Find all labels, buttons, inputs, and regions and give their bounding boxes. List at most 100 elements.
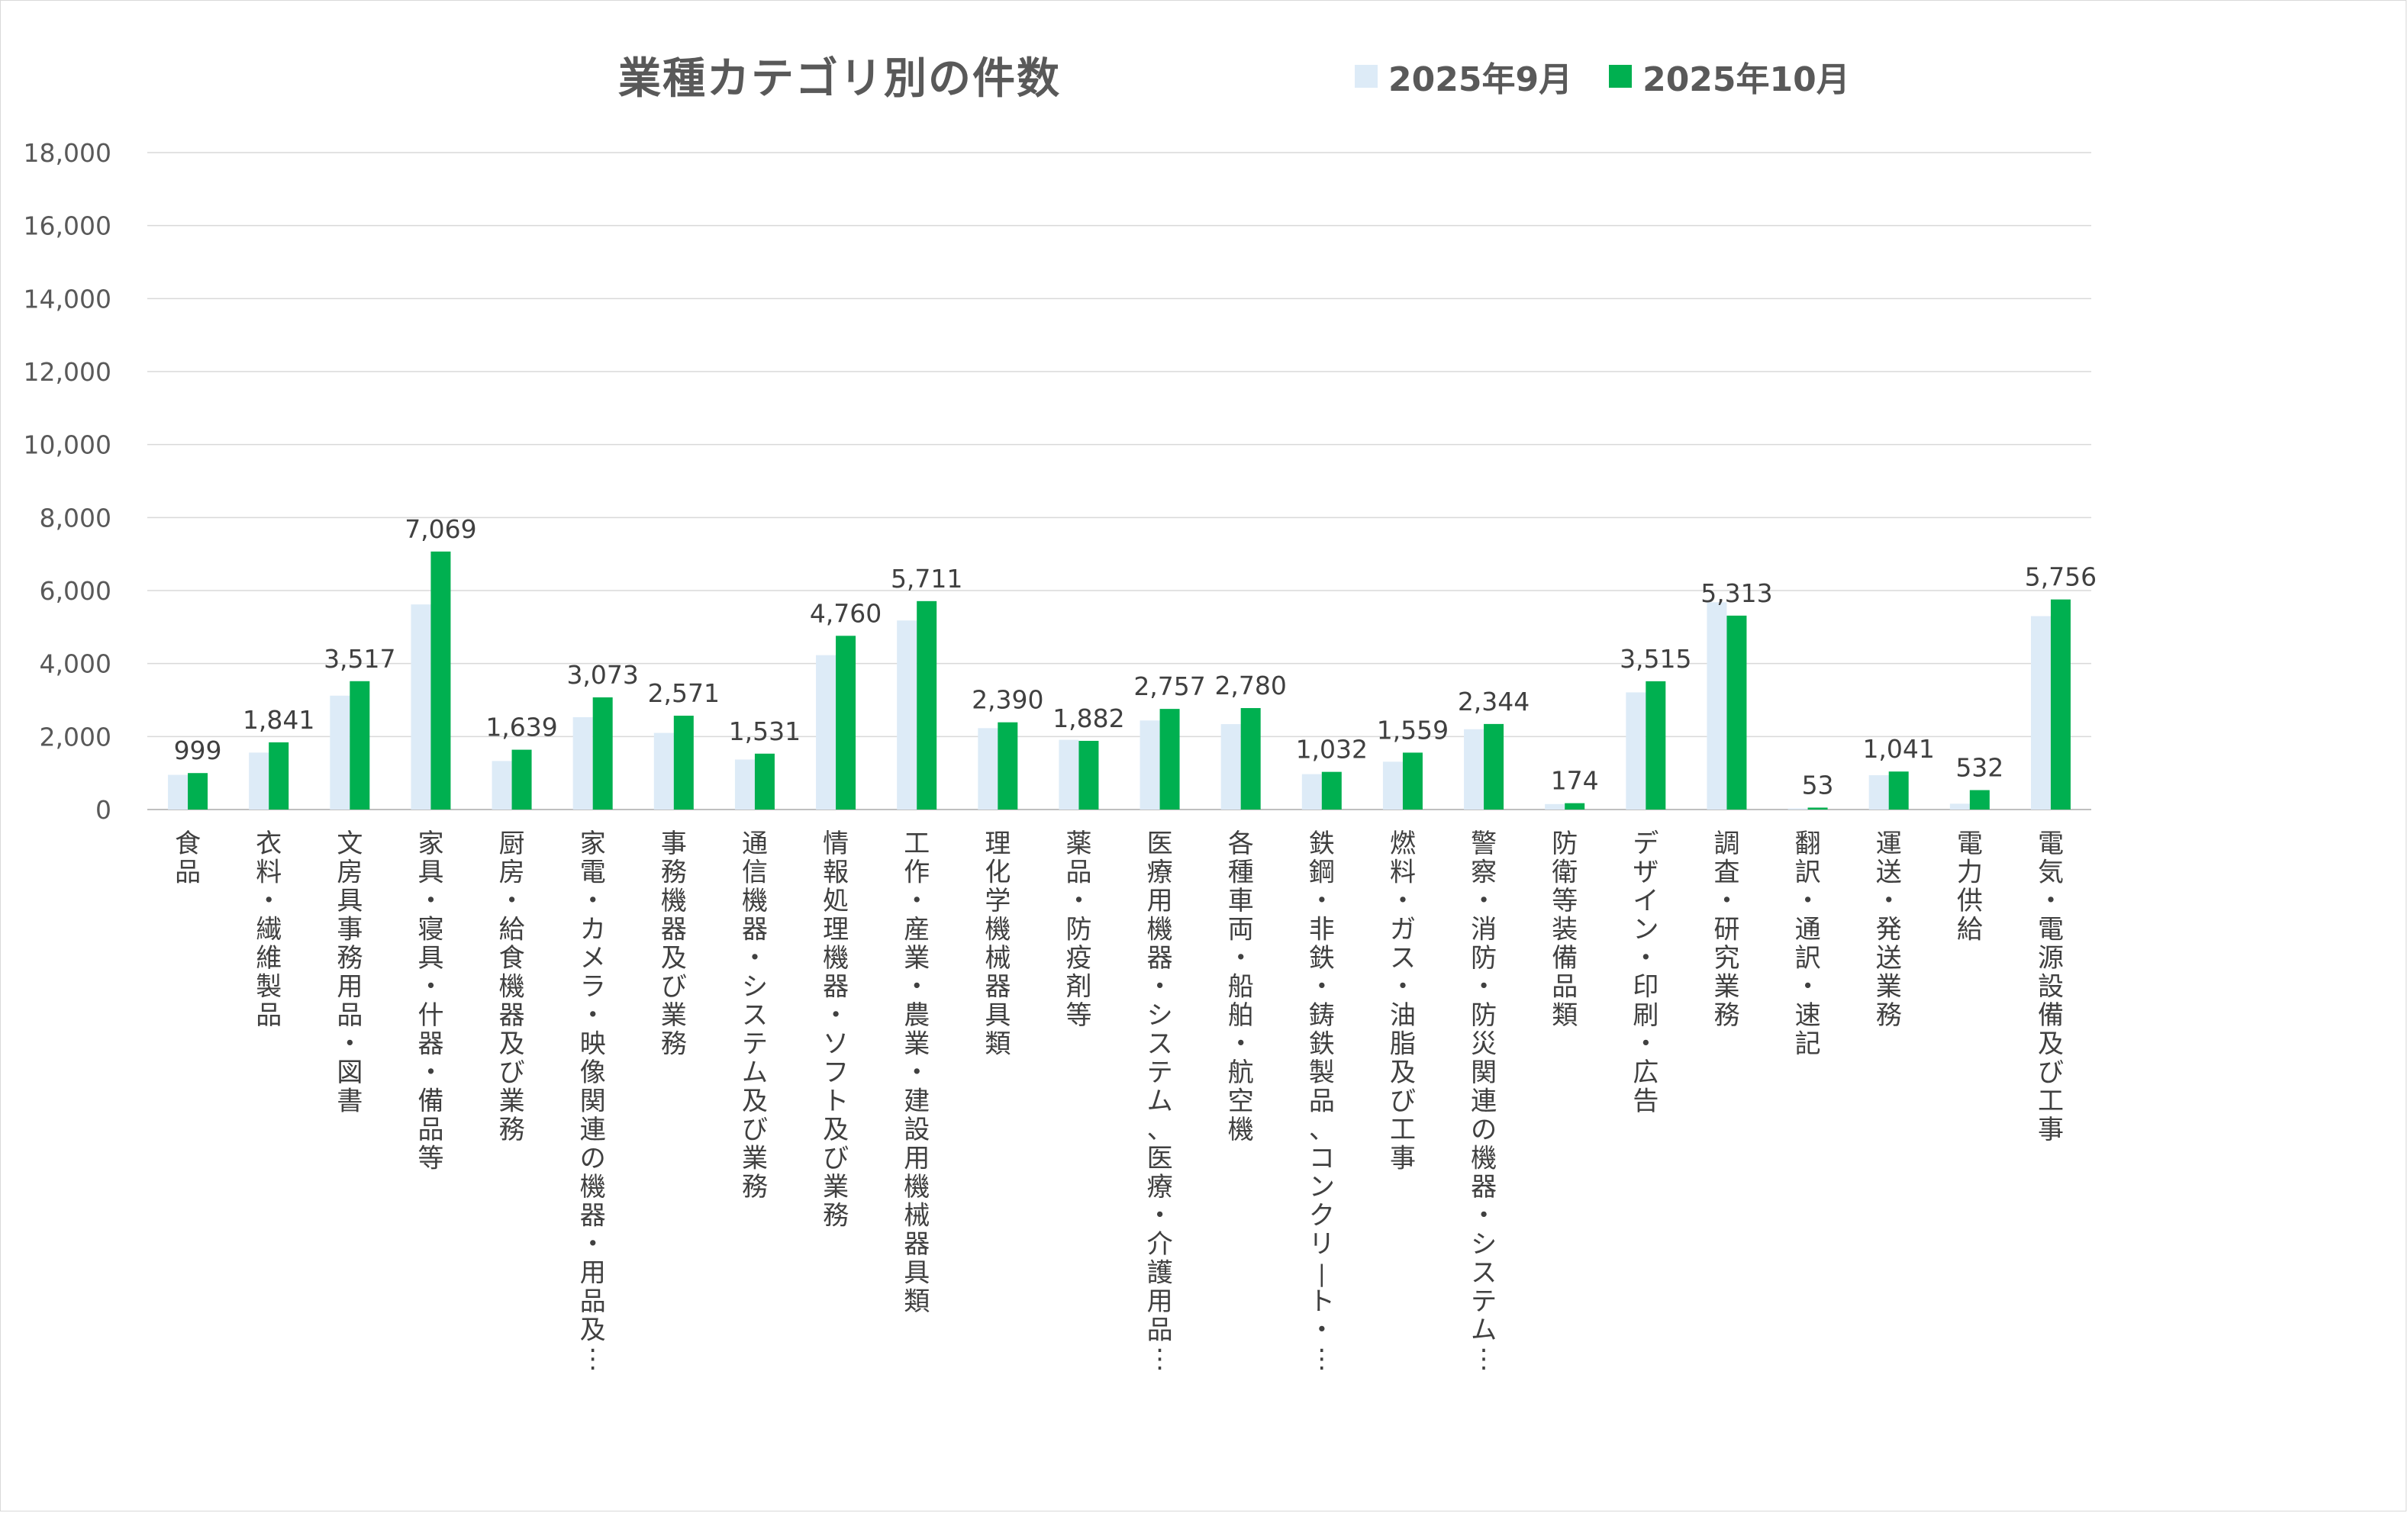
x-tick-label-char: ス (1471, 1258, 1497, 1289)
x-tick-label-char: 通 (742, 829, 768, 859)
x-tick-label-char: ス (1390, 943, 1416, 974)
x-tick-label-char: 印 (1633, 972, 1659, 1003)
x-tick-label-char: 作 (904, 858, 930, 888)
x-tick-label-char: 業 (904, 1029, 930, 1060)
x-tick-label-char: 家 (580, 829, 606, 859)
bar-oct (1888, 771, 1909, 810)
x-tick-label-char: 及 (661, 943, 687, 974)
x-tick-label-char: 告 (1633, 1086, 1659, 1117)
x-tick-label-char: 処 (823, 886, 849, 916)
bar-sep (1464, 729, 1484, 810)
x-tick-label-char: 厨 (499, 829, 525, 859)
x-tick-label-char: 機 (1228, 1115, 1254, 1145)
x-tick-label-char: シ (1147, 1000, 1173, 1031)
data-label: 53 (1802, 770, 1834, 800)
x-tick-label-char: ・ (1390, 972, 1416, 1003)
x-tick-label-char: 気 (2038, 858, 2064, 888)
x-tick-label-char: 電 (2038, 829, 2064, 859)
data-label: 532 (1955, 753, 2003, 783)
x-tick-label-char: 食 (499, 943, 525, 974)
bar-oct (592, 697, 613, 810)
x-tick-label-char: 疫 (1065, 943, 1091, 974)
x-tick-label-char: ・ (256, 886, 282, 916)
bar-oct (1078, 740, 1099, 810)
x-tick-label-char: 信 (742, 858, 768, 888)
x-tick-label-char: 機 (904, 1172, 930, 1202)
data-label: 3,515 (1620, 644, 1691, 674)
x-tick-label-char: ・ (417, 972, 443, 1003)
data-label: 1,531 (729, 716, 801, 746)
legend-label-sep: 2025年9月 (1388, 60, 1573, 99)
x-tick-label-char: ソ (823, 1029, 849, 1060)
x-tick-label-char: 品 (1147, 1315, 1173, 1346)
x-tick-label-char: 及 (823, 1115, 849, 1145)
x-tick-label-char: デ (1633, 829, 1659, 859)
x-tick-label-char: 製 (256, 972, 282, 1003)
y-tick-label: 14,000 (24, 284, 111, 314)
bar-sep (734, 759, 755, 810)
bar-oct (350, 681, 370, 810)
x-tick-label-char: メ (580, 943, 606, 974)
x-tick-label-char: 剤 (1065, 972, 1091, 1003)
x-tick-label-char: 用 (1147, 886, 1173, 916)
x-tick-label-char: び (742, 1115, 768, 1145)
x-tick-label-char: ・ (1309, 1315, 1335, 1346)
x-tick-label-char: ・ (904, 972, 930, 1003)
x-tick-label-char: 業 (661, 1000, 687, 1031)
x-tick-label-char: 料 (1390, 858, 1416, 888)
bar-sep (1949, 803, 1970, 810)
legend-label-oct: 2025年10月 (1642, 60, 1850, 99)
x-tick-label-char: ・ (1876, 886, 1902, 916)
bar-oct (188, 773, 208, 810)
x-tick-label-char: 器 (661, 915, 687, 945)
x-tick-label-char: 機 (580, 1172, 606, 1202)
data-label: 2,390 (972, 685, 1043, 715)
x-tick-label-char: 送 (1876, 858, 1902, 888)
x-tick-label-char: 器 (904, 1229, 930, 1260)
x-tick-label-char: ン (1633, 915, 1659, 945)
y-tick-label: 12,000 (24, 357, 111, 387)
x-tick-label-char: 供 (1957, 886, 1983, 916)
x-tick-label-char: ・ (823, 1000, 849, 1031)
x-tick-label-char: イ (1633, 886, 1659, 916)
y-tick-label: 8,000 (40, 503, 111, 533)
x-tick-label-char: ・ (742, 943, 768, 974)
x-tick-label-char: ・ (1390, 886, 1416, 916)
x-tick-label-char: 非 (1309, 915, 1335, 945)
x-tick-label-char: ・ (1795, 886, 1821, 916)
x-tick-label-char: 工 (1390, 1115, 1416, 1145)
x-tick-label-char: ・ (1795, 972, 1821, 1003)
x-tick-label-char: 災 (1471, 1029, 1497, 1060)
x-tick-label-char: 各 (1228, 829, 1254, 859)
bar-sep (1868, 775, 1889, 810)
x-tick-label-char: ・ (580, 1000, 606, 1031)
bar-sep (1220, 724, 1241, 810)
x-tick-label-char: 防 (1552, 829, 1578, 859)
x-tick-label-char: 療 (1147, 858, 1173, 888)
x-tick-label-char: ・ (1633, 943, 1659, 974)
x-tick-label-char: 連 (1471, 1086, 1497, 1117)
x-tick-label-char: ・ (904, 1057, 930, 1088)
x-tick-label-char: 鉄 (1309, 943, 1335, 974)
bar-oct (1484, 723, 1504, 810)
bar-sep (653, 732, 674, 810)
bar-oct (430, 551, 451, 810)
bar-sep (330, 695, 350, 810)
x-tick-label-char: 事 (1390, 1144, 1416, 1174)
bar-oct (511, 749, 532, 810)
x-tick-label-char: 類 (904, 1286, 930, 1317)
x-tick-label-char: 用 (580, 1258, 606, 1289)
bar-oct (1402, 752, 1423, 810)
x-tick-label-char: 鋼 (1309, 858, 1335, 888)
data-label: 3,517 (324, 644, 395, 674)
x-tick-label-char: 連 (580, 1115, 606, 1145)
data-label: 2,571 (648, 678, 720, 708)
x-tick-label-char: 理 (823, 915, 849, 945)
x-tick-label-char: 製 (1309, 1057, 1335, 1088)
x-tick-label-char: 具 (417, 858, 443, 888)
x-tick-label-char: ム (1147, 1086, 1173, 1117)
x-tick-label-char: 器 (742, 915, 768, 945)
x-tick-label-char: 品 (580, 1286, 606, 1317)
x-tick-label-char: び (1390, 1086, 1416, 1117)
x-tick-label-char: 品 (1065, 858, 1091, 888)
